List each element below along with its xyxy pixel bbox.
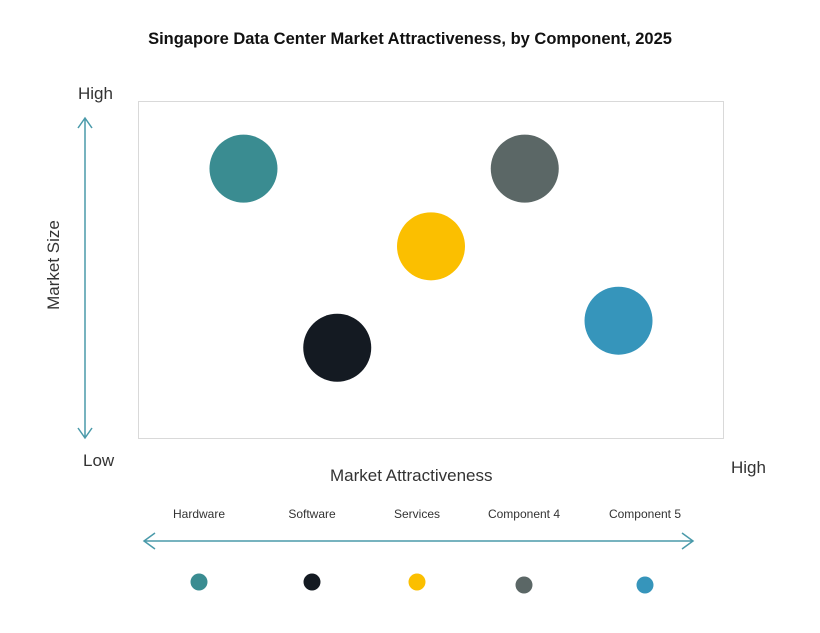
legend-dot-component-5 (636, 576, 654, 594)
x-high-label: High (731, 458, 766, 477)
chart-title: Singapore Data Center Market Attractiven… (148, 30, 672, 48)
legend-label-component-4: Component 4 (487, 507, 561, 521)
bubble-component-4 (490, 134, 559, 203)
bubble-component-5 (584, 286, 653, 355)
legend-dot-software (303, 573, 321, 591)
legend-label-hardware: Hardware (172, 507, 226, 521)
bubble-software (303, 313, 372, 382)
legend-label-services: Services (393, 507, 440, 521)
x-axis-label: Market Attractiveness (330, 466, 493, 485)
legend-dot-services (408, 573, 426, 591)
legend-label-software: Software (288, 507, 336, 521)
y-axis-arrow (77, 116, 93, 440)
plot-area (138, 101, 724, 439)
y-high-label: High (78, 84, 113, 103)
legend-dot-hardware (190, 573, 208, 591)
legend-arrow (142, 532, 695, 550)
legend-dot-component-4 (515, 576, 533, 594)
legend-label-component-5: Component 5 (608, 507, 682, 521)
x-low-label: Low (83, 451, 115, 470)
bubble-services (397, 212, 465, 281)
bubble-hardware (209, 134, 278, 203)
